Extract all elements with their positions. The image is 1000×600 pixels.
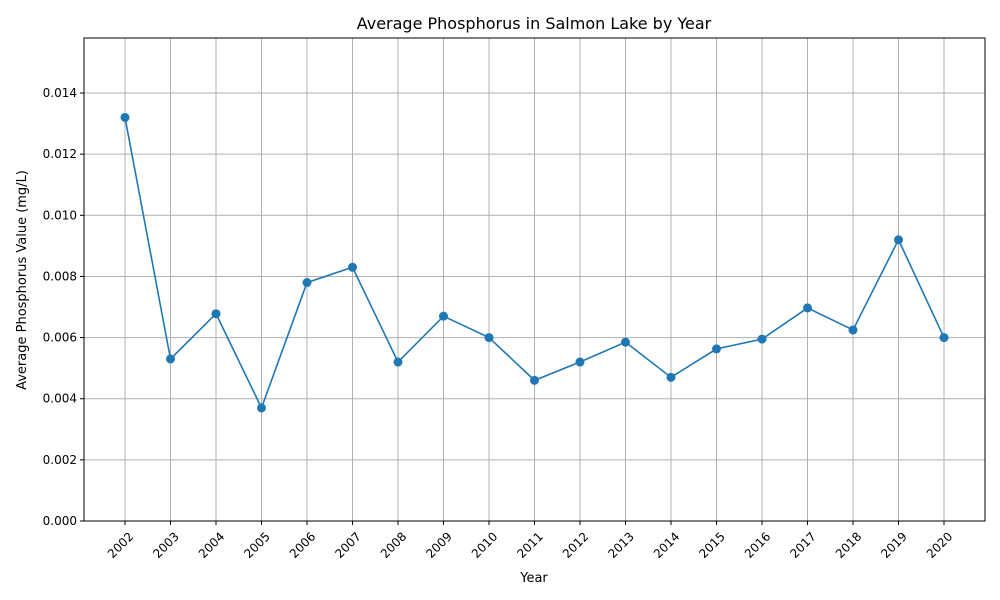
data-point — [803, 303, 812, 313]
y-axis-label: Average Phosphorus Value (mg/L) — [15, 170, 30, 390]
x-tick-label: 2004 — [196, 529, 227, 560]
y-tick-label: 0.012 — [43, 147, 77, 161]
x-tick-label: 2014 — [651, 529, 682, 560]
x-axis-label: Year — [519, 571, 548, 586]
x-tick-label: 2005 — [241, 529, 272, 560]
y-tick-label: 0.000 — [43, 514, 77, 528]
y-tick-label: 0.010 — [43, 208, 77, 222]
data-point — [666, 372, 676, 382]
y-tick-label: 0.002 — [43, 453, 77, 467]
x-tick-label: 2008 — [378, 529, 409, 560]
x-tick-label: 2012 — [560, 529, 591, 560]
x-tick-label: 2006 — [287, 529, 318, 560]
data-point — [120, 112, 130, 122]
data-point — [166, 354, 175, 364]
data-point — [439, 311, 448, 321]
data-point — [393, 357, 403, 367]
x-tick-label: 2013 — [605, 529, 636, 560]
data-point — [712, 344, 721, 354]
y-axis-ticks: 0.000 0.002 0.004 0.006 0.008 0.010 0.012 0.014 — [43, 86, 84, 528]
data-point — [757, 334, 767, 344]
x-tick-label: 2011 — [514, 529, 545, 560]
data-point — [484, 333, 494, 343]
chart-title: Average Phosphorus in Salmon Lake by Yea… — [357, 14, 712, 33]
data-point — [894, 235, 903, 245]
y-tick-label: 0.008 — [43, 269, 77, 283]
x-tick-label: 2016 — [742, 529, 773, 560]
data-point — [302, 278, 312, 288]
x-tick-label: 2019 — [878, 529, 909, 560]
data-point — [211, 309, 221, 319]
x-axis-ticks: 2002 2003 2004 2005 2006 2007 2008 2009 2010 2011… — [105, 521, 955, 561]
x-tick-label: 2003 — [150, 529, 181, 560]
x-tick-label: 2002 — [105, 529, 136, 560]
y-tick-label: 0.004 — [43, 392, 77, 406]
x-tick-label: 2010 — [469, 529, 500, 560]
data-point — [348, 262, 357, 272]
data-point — [848, 325, 858, 335]
x-tick-label: 2007 — [332, 529, 363, 560]
data-point — [621, 337, 630, 347]
series-layer — [120, 112, 949, 413]
x-tick-label: 2020 — [924, 529, 955, 560]
data-point — [575, 357, 585, 367]
grid — [84, 38, 985, 522]
y-tick-label: 0.006 — [43, 331, 77, 345]
y-tick-label: 0.014 — [43, 86, 77, 100]
x-tick-label: 2009 — [423, 529, 454, 560]
data-point — [530, 375, 539, 385]
data-point — [257, 403, 266, 413]
x-tick-label: 2018 — [833, 529, 864, 560]
x-tick-label: 2015 — [696, 529, 727, 560]
data-point — [939, 333, 949, 343]
x-tick-label: 2017 — [787, 529, 818, 560]
